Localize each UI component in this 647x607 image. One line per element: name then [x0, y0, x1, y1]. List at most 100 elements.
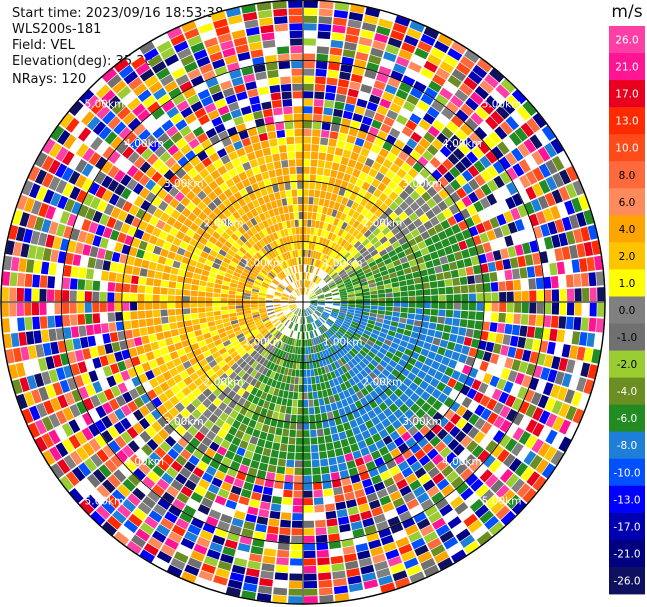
ray-bin — [106, 216, 117, 229]
ray-bin — [561, 246, 571, 260]
ray-bin — [347, 436, 357, 445]
ray-bin — [276, 466, 286, 474]
ray-bin — [197, 403, 207, 414]
ray-bin — [198, 114, 210, 126]
ray-bin — [303, 287, 306, 295]
ray-bin — [356, 381, 365, 390]
ray-bin — [270, 395, 278, 404]
ray-bin — [346, 182, 355, 192]
ray-bin — [188, 259, 198, 267]
ray-bin — [545, 413, 558, 428]
ray-bin — [258, 132, 268, 142]
ray-bin — [231, 157, 242, 168]
ray-bin — [434, 265, 443, 274]
ray-bin — [283, 421, 290, 429]
ray-bin — [426, 186, 438, 198]
ray-bin — [78, 462, 92, 477]
ray-bin — [258, 249, 265, 257]
ray-bin — [297, 347, 301, 355]
ray-bin — [417, 224, 427, 234]
ray-bin — [316, 213, 322, 221]
ray-bin — [197, 179, 208, 190]
ray-bin — [65, 252, 74, 265]
ray-bin — [318, 16, 333, 25]
ray-bin — [128, 347, 138, 358]
ray-bin — [272, 1, 287, 10]
ray-bin — [179, 80, 193, 93]
ray-bin — [236, 308, 244, 313]
ray-bin — [266, 352, 273, 361]
ray-bin — [322, 313, 329, 318]
ray-bin — [547, 369, 558, 383]
ray-bin — [427, 125, 440, 138]
ray-bin — [428, 322, 437, 330]
ray-bin — [300, 317, 303, 324]
ray-bin — [352, 366, 360, 375]
ray-bin — [145, 294, 153, 302]
ray-bin — [404, 206, 414, 217]
ray-bin — [269, 457, 278, 466]
ray-bin — [192, 144, 204, 156]
ray-bin — [289, 305, 297, 309]
ray-bin — [252, 484, 264, 494]
ray-bin — [288, 437, 296, 445]
ray-bin — [566, 288, 575, 302]
ray-bin — [355, 304, 363, 309]
ray-bin — [489, 353, 500, 365]
ray-bin — [328, 379, 335, 388]
ray-bin — [265, 360, 272, 369]
ray-bin — [148, 359, 158, 369]
ray-bin — [206, 549, 221, 560]
ray-bin — [493, 227, 504, 239]
ray-bin — [289, 361, 294, 369]
ray-bin — [285, 129, 294, 137]
ray-bin — [526, 471, 541, 487]
ray-bin — [318, 398, 325, 406]
ray-bin — [220, 306, 228, 311]
ray-bin — [262, 228, 269, 237]
ray-bin — [383, 279, 391, 285]
ray-bin — [436, 212, 447, 223]
ray-bin — [376, 520, 389, 531]
ray-bin — [490, 282, 499, 292]
ray-bin — [16, 287, 24, 302]
ray-bin — [194, 162, 205, 173]
ray-bin — [266, 274, 274, 280]
ray-bin — [262, 237, 269, 245]
ray-bin — [588, 317, 597, 332]
ray-bin — [241, 416, 251, 426]
ray-bin — [88, 423, 100, 437]
ray-bin — [288, 267, 293, 275]
ray-bin — [535, 211, 547, 225]
ray-bin — [96, 484, 111, 499]
range-ring-label: 5.00km — [85, 98, 125, 110]
ray-bin — [246, 366, 254, 375]
ray-bin — [190, 290, 198, 297]
ray-bin — [456, 259, 465, 269]
ray-bin — [550, 450, 564, 466]
ray-bin — [293, 323, 298, 331]
ray-bin — [34, 169, 47, 185]
ray-bin — [127, 151, 140, 164]
ray-bin — [315, 277, 321, 284]
ray-bin — [356, 98, 368, 108]
ray-bin — [303, 121, 312, 129]
ray-bin — [50, 341, 60, 355]
ray-bin — [124, 213, 135, 225]
ray-bin — [469, 132, 482, 145]
ray-bin — [111, 251, 121, 263]
ray-bin — [260, 339, 268, 347]
ray-bin — [310, 330, 315, 338]
ray-bin — [470, 112, 484, 126]
ray-bin — [270, 250, 277, 258]
ray-bin — [259, 17, 273, 26]
ray-bin — [296, 272, 300, 280]
ray-bin — [312, 361, 317, 369]
ray-bin — [490, 479, 504, 494]
ray-bin — [299, 264, 302, 272]
ray-bin — [175, 518, 190, 530]
ray-bin — [278, 183, 285, 192]
ray-bin — [215, 355, 224, 364]
ray-bin — [331, 563, 345, 572]
ray-bin — [369, 286, 377, 292]
